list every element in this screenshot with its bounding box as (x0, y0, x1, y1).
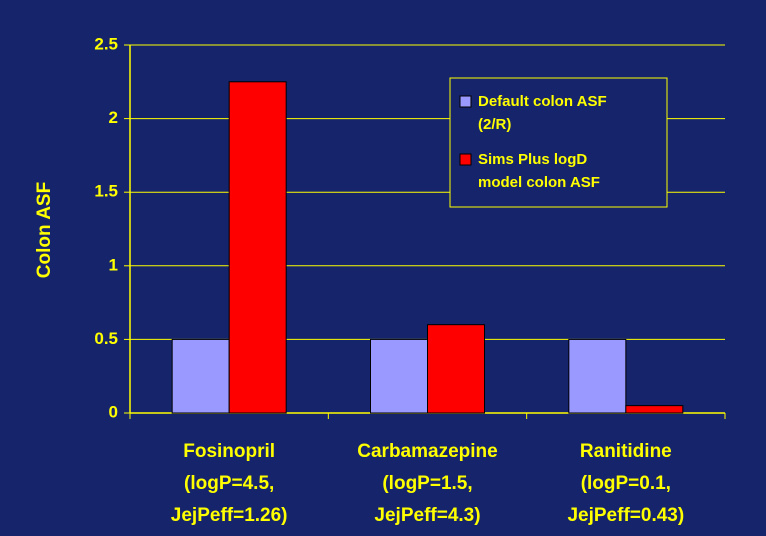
y-tick-label: 0.5 (94, 329, 118, 348)
x-tick-label: Carbamazepine (logP=1.5, JejPeff=4.3) (357, 441, 498, 526)
x-tick-label: Ranitidine (logP=0.1, JejPeff=0.43) (567, 441, 685, 526)
bar (568, 338, 627, 414)
legend-label: Default colon ASF (2/R) (478, 93, 607, 133)
bar (427, 324, 485, 414)
legend-label: Sims Plus logD model colon ASF (478, 151, 600, 191)
bar (625, 405, 684, 414)
y-tick-label: 2.5 (94, 34, 118, 53)
y-tick-label: 0 (109, 402, 118, 421)
legend-swatch (459, 95, 472, 108)
y-tick-label: 1 (109, 255, 118, 274)
bar (370, 338, 428, 414)
y-axis-label: Colon ASF (34, 182, 55, 278)
x-tick-label: Fosinopril (logP=4.5, JejPeff=1.26) (170, 441, 288, 526)
bar (171, 338, 230, 414)
y-tick-label: 1.5 (94, 182, 118, 201)
legend-swatch (459, 153, 472, 166)
bar (228, 81, 287, 414)
legend-box (449, 77, 668, 208)
y-tick-label: 2 (109, 108, 118, 127)
